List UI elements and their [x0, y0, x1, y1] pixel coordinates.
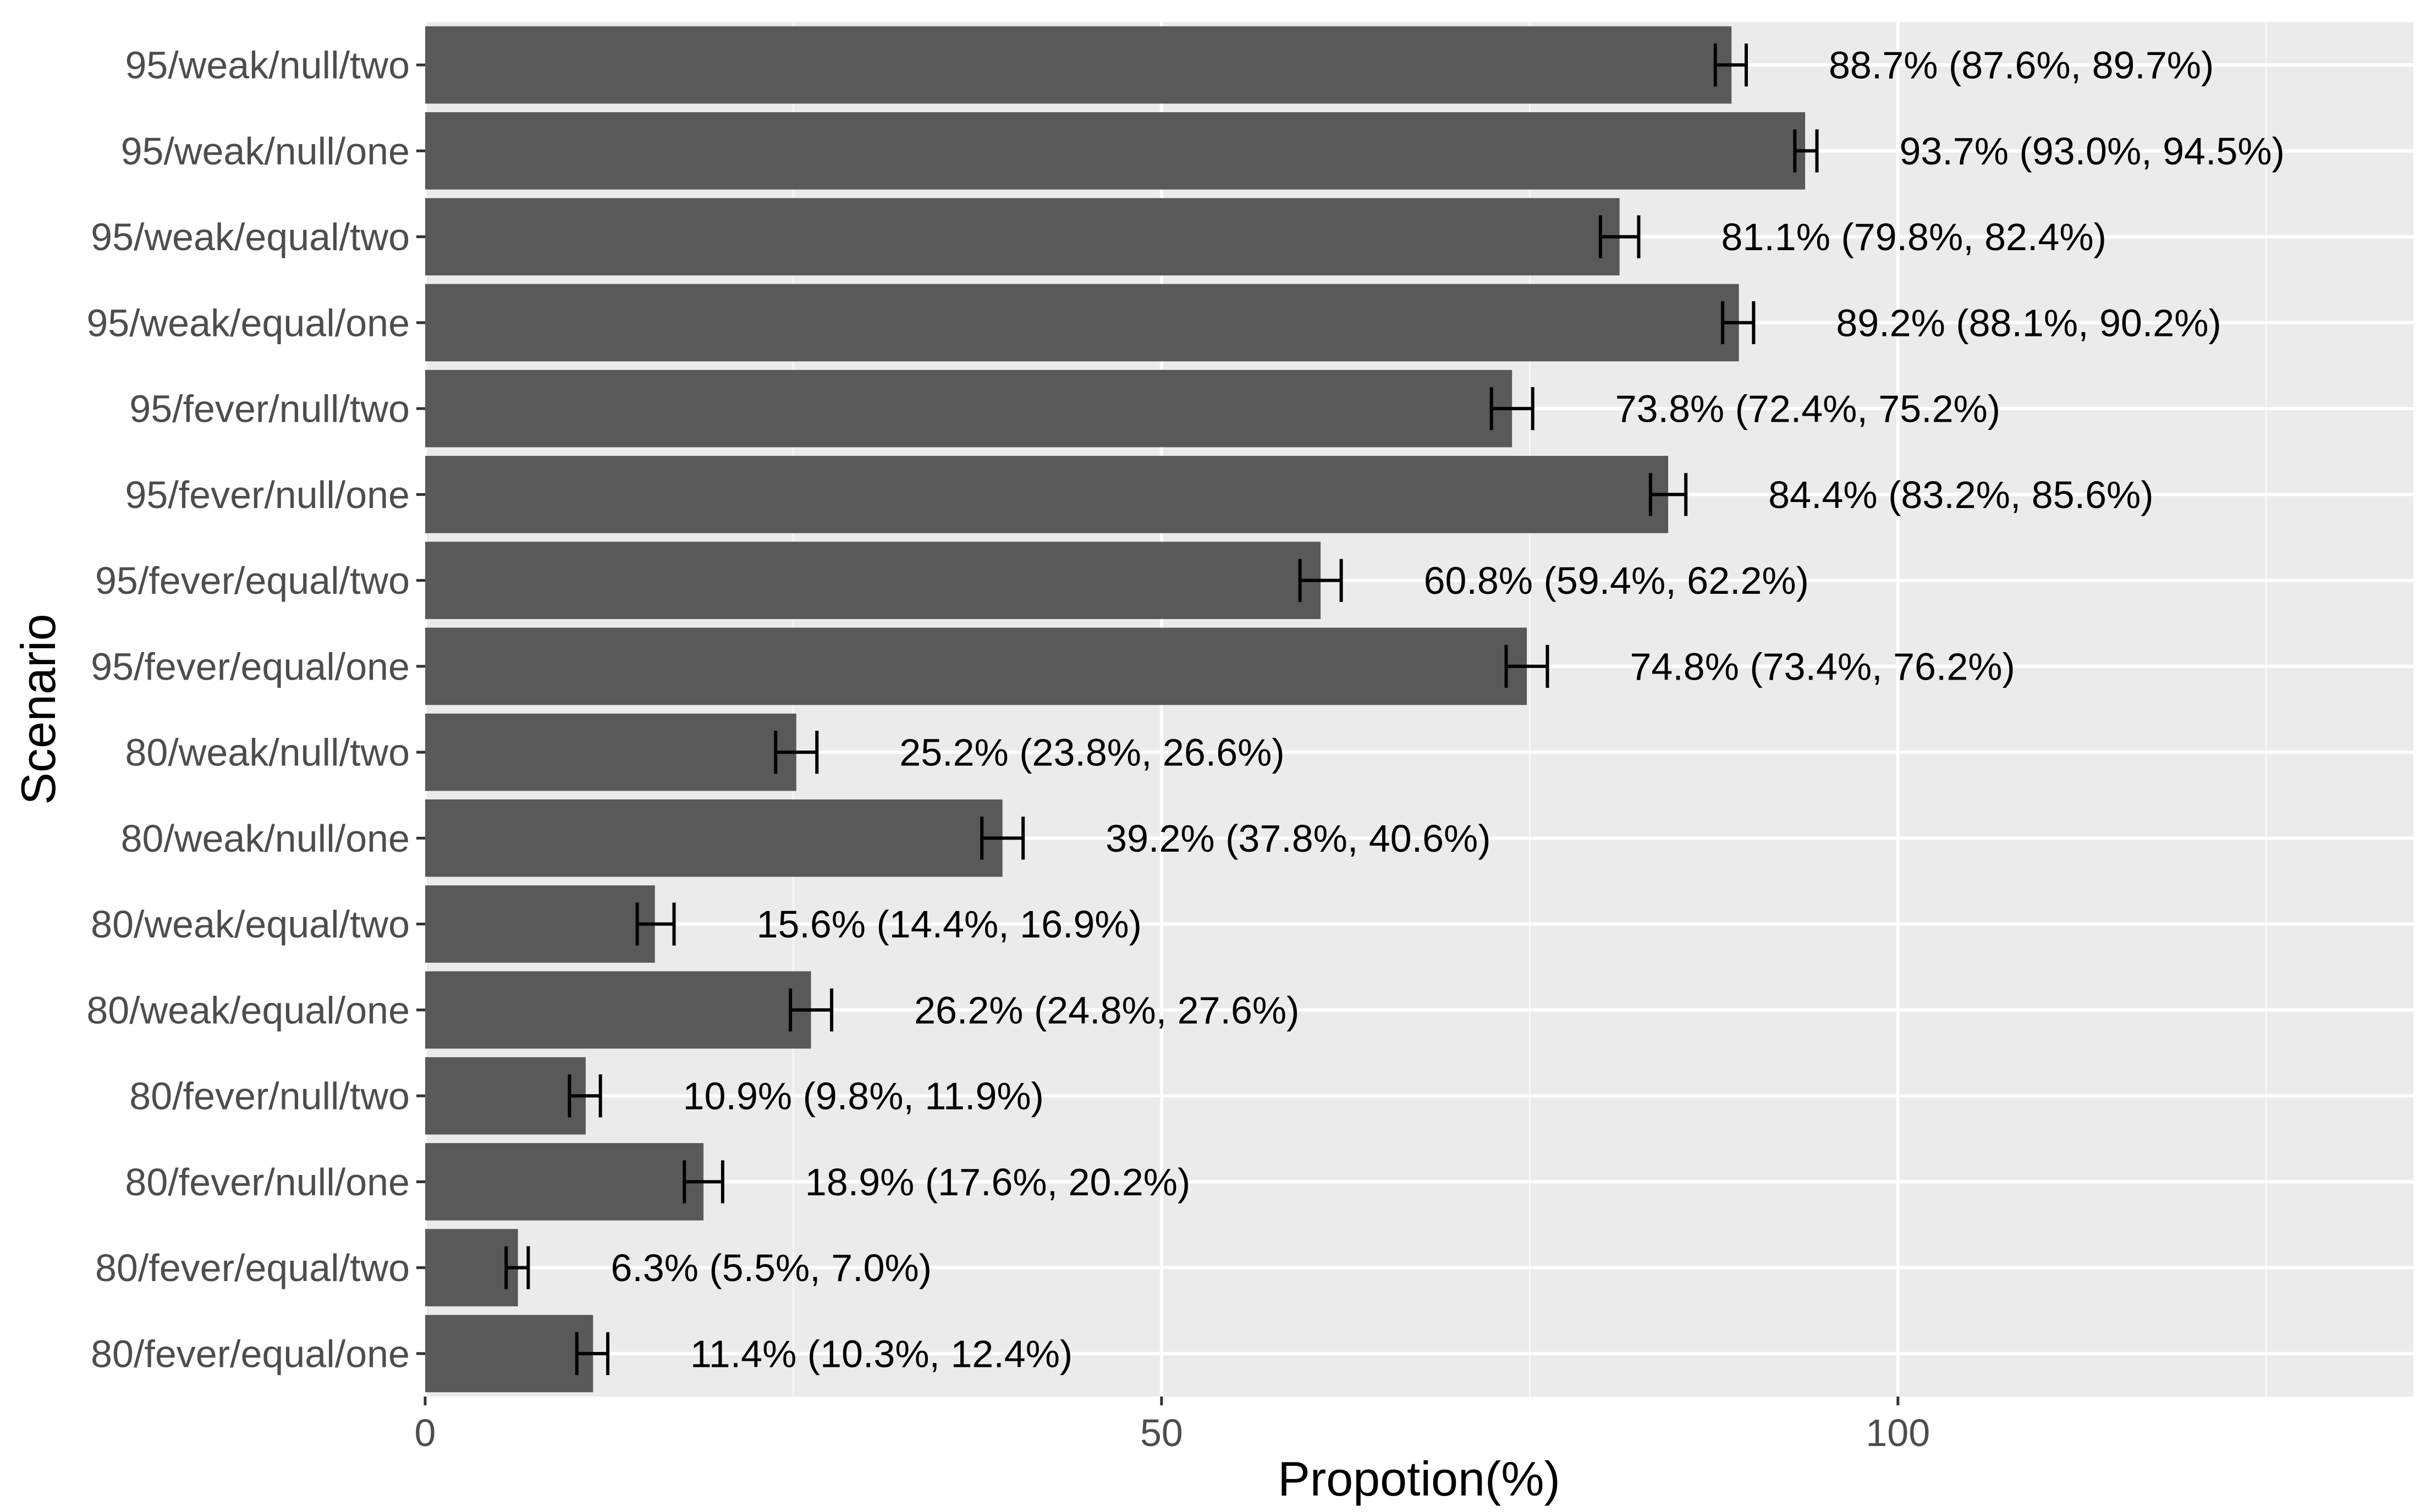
data-label: 84.4% (83.2%, 85.6%): [1768, 473, 2153, 516]
bar: [425, 1229, 518, 1306]
bar-labels-group: 88.7% (87.6%, 89.7%) 93.7% (93.0%, 94.5%)…: [610, 44, 2284, 1376]
data-label: 73.8% (72.4%, 75.2%): [1615, 388, 2000, 431]
bar: [425, 885, 655, 963]
bar: [425, 627, 1527, 705]
error-bar: [635, 902, 676, 946]
bar: [425, 1143, 704, 1221]
bar: [425, 456, 1669, 533]
error-bar: [504, 1246, 530, 1289]
y-axis-label: Scenario: [11, 614, 65, 804]
bar: [425, 1315, 593, 1393]
data-label: 89.2% (88.1%, 90.2%): [1836, 301, 2221, 344]
y-axis-ticks: 95/weak/null/two 95/weak/null/one 95/weak/…: [86, 44, 425, 1375]
bar: [425, 198, 1620, 275]
error-bar: [568, 1074, 602, 1118]
y-tick-label: 95/fever/equal/one: [91, 645, 410, 688]
data-label: 93.7% (93.0%, 94.5%): [1900, 130, 2285, 173]
y-tick-label: 80/fever/equal/two: [95, 1246, 410, 1289]
bar: [425, 369, 1513, 448]
error-bar: [1721, 301, 1756, 344]
data-label: 81.1% (79.8%, 82.4%): [1721, 216, 2106, 258]
y-tick-label: 95/fever/null/two: [129, 388, 410, 431]
data-label: 25.2% (23.8%, 26.6%): [899, 731, 1284, 774]
error-bars-group: [504, 43, 1819, 1375]
bar: [425, 112, 1806, 190]
x-axis-ticks: 0 50 100: [415, 1397, 1930, 1454]
error-bar: [1489, 387, 1535, 431]
y-tick-label: 80/fever/null/two: [129, 1075, 410, 1118]
x-axis-label: Propotion(%): [1278, 1452, 1560, 1506]
bar: [425, 971, 811, 1049]
error-bar: [1504, 644, 1549, 688]
error-bar: [1793, 129, 1819, 173]
error-bar: [1713, 43, 1748, 87]
y-tick-label: 80/weak/null/two: [125, 731, 410, 774]
x-tick-label: 100: [1866, 1411, 1930, 1454]
error-bar: [683, 1160, 724, 1204]
error-bar: [789, 988, 834, 1031]
data-label: 15.6% (14.4%, 16.9%): [757, 903, 1142, 946]
data-label: 11.4% (10.3%, 12.4%): [690, 1332, 1072, 1375]
data-label: 60.8% (59.4%, 62.2%): [1424, 559, 1809, 602]
bar: [425, 799, 1003, 877]
bar: [425, 713, 796, 791]
y-tick-label: 80/weak/equal/one: [86, 989, 410, 1031]
bar: [425, 1057, 586, 1135]
error-bar: [575, 1332, 610, 1375]
data-label: 18.9% (17.6%, 20.2%): [805, 1161, 1190, 1204]
data-label: 10.9% (9.8%, 11.9%): [683, 1075, 1044, 1118]
x-tick-label: 50: [1140, 1411, 1183, 1454]
x-tick-label: 0: [415, 1411, 436, 1454]
y-tick-label: 95/fever/null/one: [125, 473, 410, 516]
bar: [425, 26, 1732, 104]
y-tick-label: 80/fever/null/one: [125, 1161, 410, 1204]
error-bar: [980, 816, 1025, 860]
y-tick-label: 95/weak/equal/one: [86, 301, 410, 344]
error-bar: [1648, 473, 1688, 516]
y-tick-label: 80/fever/equal/one: [91, 1332, 410, 1375]
data-label: 88.7% (87.6%, 89.7%): [1829, 44, 2214, 87]
y-tick-label: 80/weak/null/one: [121, 817, 410, 860]
y-tick-label: 95/fever/equal/two: [95, 559, 410, 602]
data-label: 39.2% (37.8%, 40.6%): [1106, 817, 1491, 860]
y-tick-label: 95/weak/null/two: [125, 44, 410, 87]
bar: [425, 542, 1321, 619]
error-bar: [1298, 559, 1343, 602]
bar: [425, 284, 1739, 362]
data-label: 26.2% (24.8%, 27.6%): [914, 989, 1299, 1031]
error-bar: [1598, 215, 1641, 258]
data-label: 6.3% (5.5%, 7.0%): [610, 1246, 932, 1289]
y-tick-label: 80/weak/equal/two: [91, 903, 410, 946]
bars-group: [425, 26, 1806, 1393]
error-bar: [774, 731, 819, 774]
data-label: 74.8% (73.4%, 76.2%): [1630, 645, 2015, 688]
y-tick-label: 95/weak/null/one: [121, 130, 410, 173]
y-tick-label: 95/weak/equal/two: [91, 216, 410, 258]
